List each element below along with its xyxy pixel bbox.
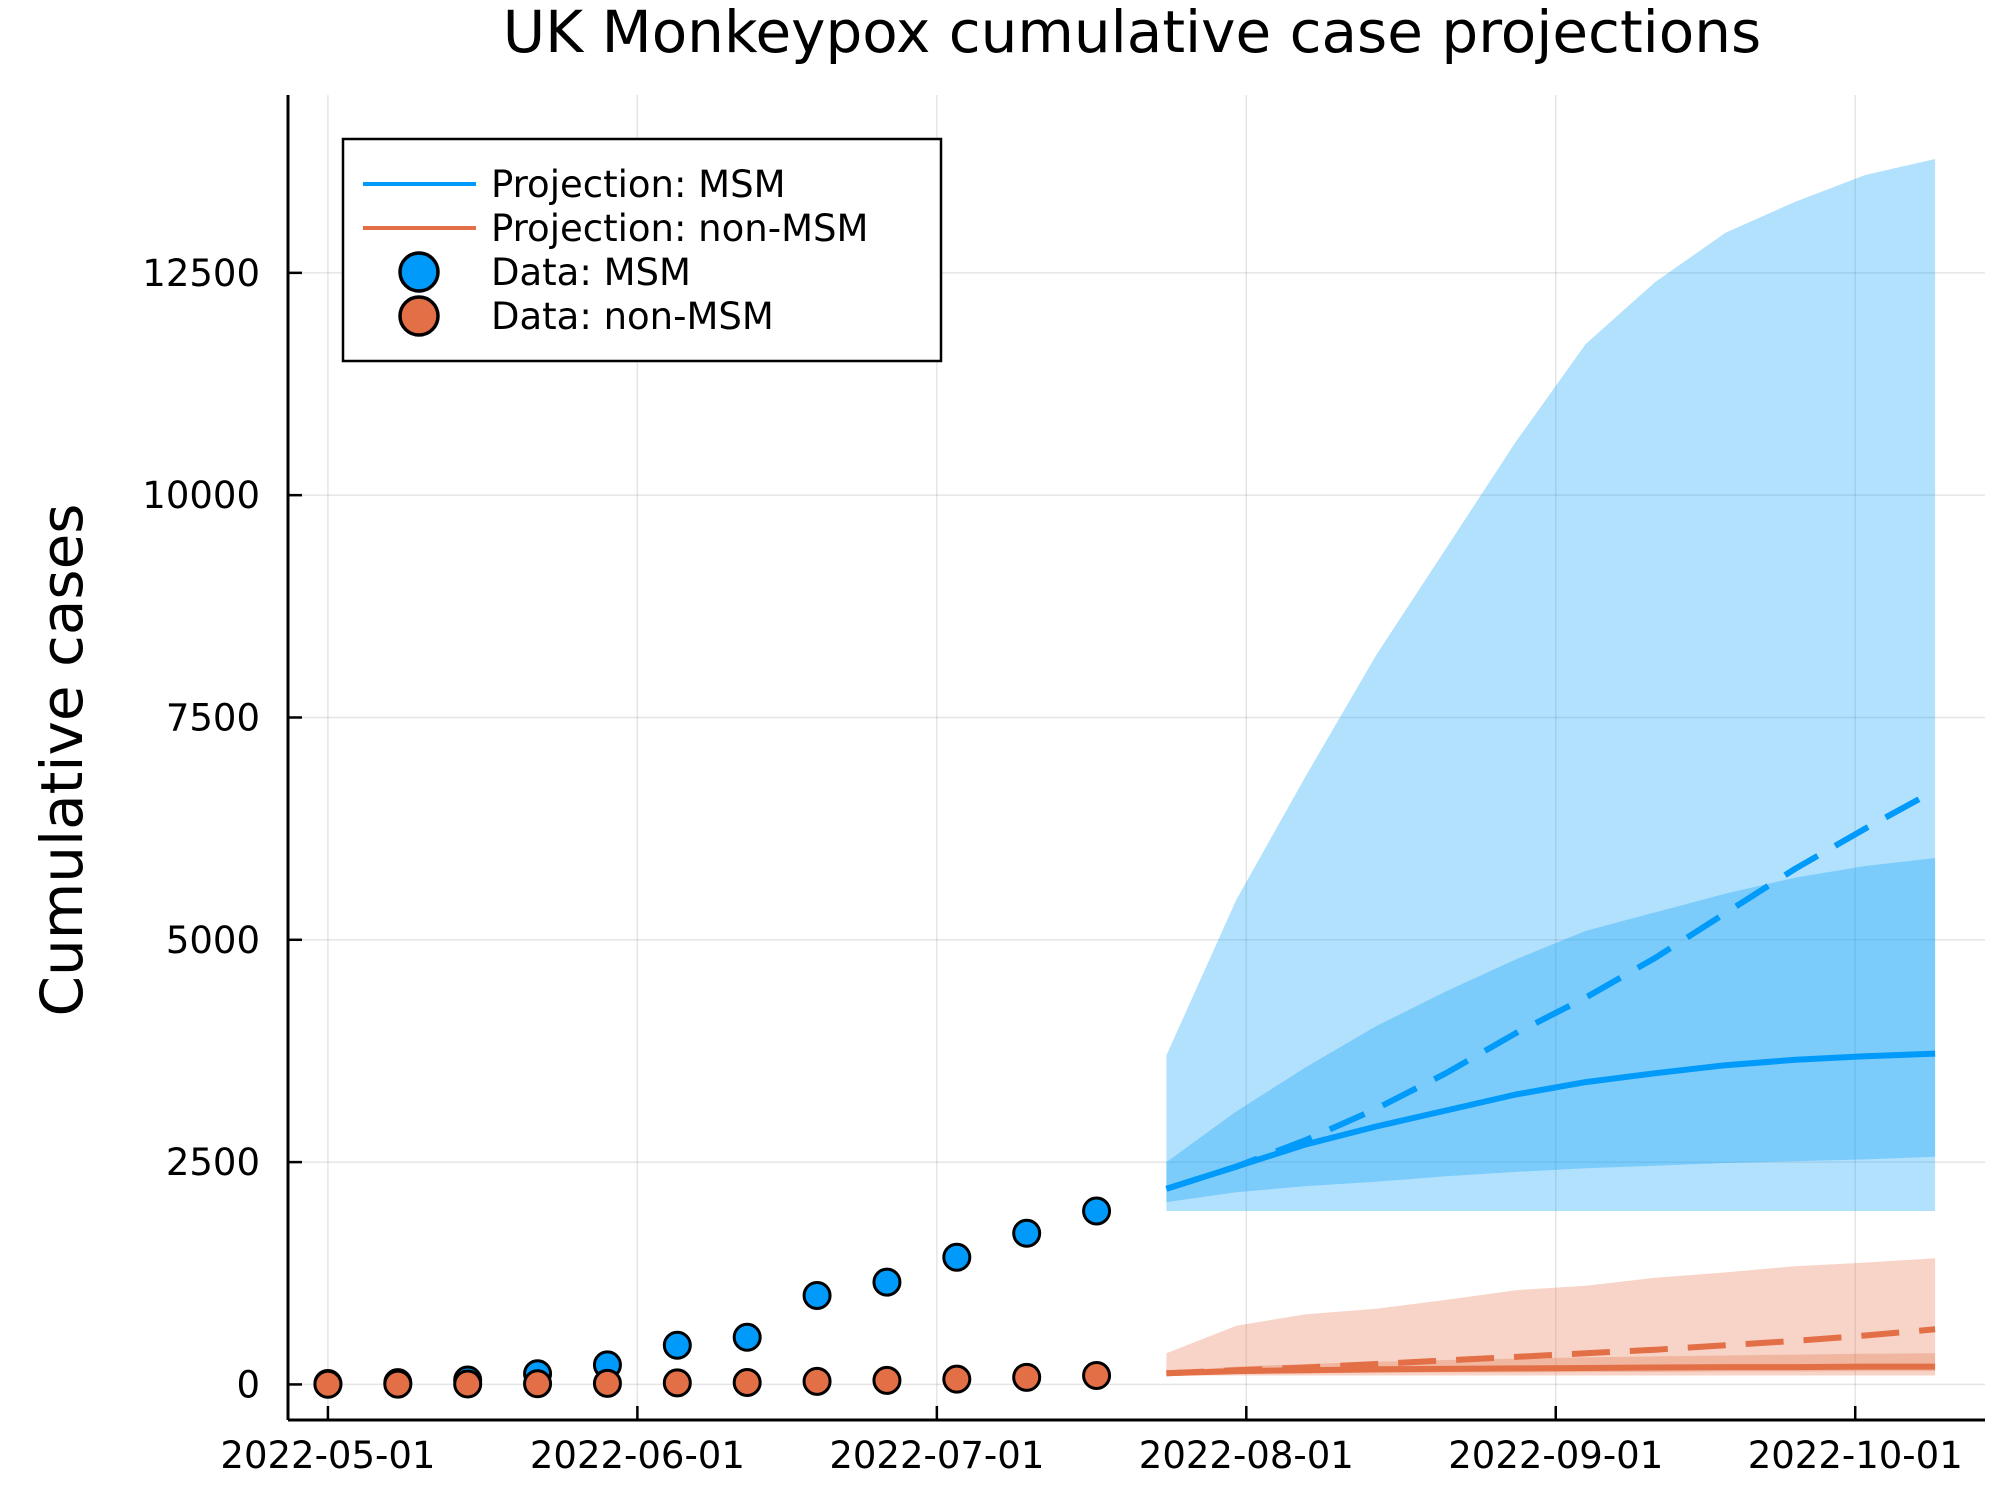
y-tick-label: 10000 xyxy=(142,474,260,517)
data-point-non-msm xyxy=(383,1369,413,1399)
projection-lines xyxy=(1165,787,1937,1377)
msm-dashed-line xyxy=(1165,787,1937,1192)
data-point-msm xyxy=(732,1322,762,1352)
data-point-msm xyxy=(802,1281,832,1311)
legend-marker-swatch xyxy=(398,251,440,293)
x-tick-label: 2022-10-01 xyxy=(1748,1434,1963,1477)
legend-box xyxy=(341,137,943,363)
data-point-non-msm xyxy=(942,1364,972,1394)
data-point-non-msm xyxy=(1012,1362,1042,1392)
non-msm-outer-band xyxy=(1166,1258,1936,1376)
legend-label: Data: MSM xyxy=(491,251,691,294)
data-point-non-msm xyxy=(523,1369,553,1399)
projection-bands xyxy=(1166,159,1936,1376)
data-point-msm xyxy=(872,1267,902,1297)
x-tick-label: 2022-07-01 xyxy=(829,1434,1044,1477)
x-tick-label: 2022-05-01 xyxy=(220,1434,435,1477)
data-point-msm xyxy=(1082,1196,1112,1226)
data-point-msm xyxy=(662,1330,692,1360)
y-axis-label: Cumulative cases xyxy=(28,503,96,1016)
data-point-non-msm xyxy=(662,1368,692,1398)
legend-label: Projection: MSM xyxy=(491,163,786,206)
legend-marker-swatch xyxy=(398,295,440,337)
y-tick-label: 12500 xyxy=(142,252,260,295)
x-tick-label: 2022-08-01 xyxy=(1139,1434,1354,1477)
chart-title: UK Monkeypox cumulative case projections xyxy=(503,0,1762,66)
non-msm-median-line xyxy=(1166,1363,1936,1377)
data-point-non-msm xyxy=(802,1366,832,1396)
axes: 2022-05-01 2022-06-01 2022-07-01 2022-08-01… xyxy=(142,95,1985,1477)
y-tick-label: 0 xyxy=(236,1363,260,1406)
msm-outer-band xyxy=(1166,159,1936,1211)
data-point-non-msm xyxy=(313,1369,343,1399)
data-point-msm xyxy=(1012,1218,1042,1248)
data-point-non-msm xyxy=(592,1368,622,1398)
x-tick-label: 2022-06-01 xyxy=(530,1434,745,1477)
y-tick-label: 5000 xyxy=(166,919,260,962)
data-point-non-msm xyxy=(1082,1361,1112,1391)
y-tick-label: 7500 xyxy=(166,696,260,739)
data-point-non-msm xyxy=(732,1367,762,1397)
data-point-non-msm xyxy=(872,1365,902,1395)
msm-median-line xyxy=(1165,1050,1936,1192)
data-points xyxy=(313,1196,1112,1399)
data-point-non-msm xyxy=(453,1369,483,1399)
x-tick-label: 2022-09-01 xyxy=(1448,1434,1663,1477)
data-point-msm xyxy=(942,1242,972,1272)
y-tick-label: 2500 xyxy=(166,1141,260,1184)
legend-label: Data: non-MSM xyxy=(491,295,774,338)
legend-label: Projection: non-MSM xyxy=(491,207,868,250)
